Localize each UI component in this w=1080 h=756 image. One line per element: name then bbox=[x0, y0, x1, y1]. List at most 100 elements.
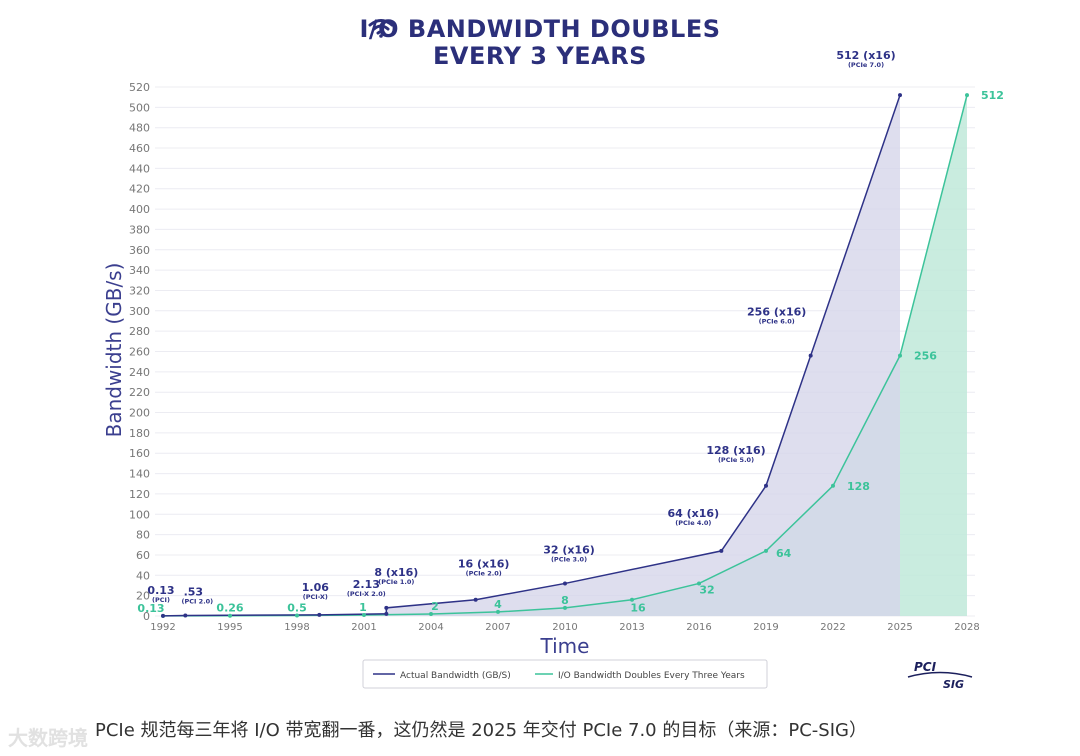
y-tick-label: 340 bbox=[129, 264, 150, 277]
doubling-data-label: 1 bbox=[359, 601, 367, 614]
doubling-data-label: 16 bbox=[630, 602, 646, 615]
x-tick-label: 1995 bbox=[217, 622, 242, 633]
actual-data-sublabel: (PCI-X) bbox=[303, 593, 328, 601]
actual-data-label: 8 (x16) bbox=[374, 566, 418, 579]
pci-sig-logo-swoosh bbox=[907, 671, 973, 678]
actual-point bbox=[384, 611, 389, 616]
x-tick-label: 2028 bbox=[954, 622, 979, 633]
y-axis-title: Bandwidth (GB/s) bbox=[102, 263, 126, 438]
actual-data-sublabel: (PCIe 2.0) bbox=[466, 570, 502, 578]
chart-title-line-2: EVERY 3 YEARS bbox=[433, 42, 647, 70]
y-tick-label: 40 bbox=[136, 569, 150, 582]
x-tick-label: 2013 bbox=[619, 622, 644, 633]
actual-area bbox=[163, 95, 900, 617]
doubling-data-label: 512 bbox=[981, 89, 1004, 102]
actual-data-label: 0.13 bbox=[147, 584, 174, 597]
doubling-point bbox=[898, 353, 902, 358]
y-tick-label: 300 bbox=[129, 305, 150, 318]
doubling-point bbox=[362, 612, 366, 617]
x-tick-label: 2004 bbox=[418, 622, 443, 633]
actual-point bbox=[317, 612, 322, 617]
y-tick-label: 60 bbox=[136, 549, 150, 562]
doubling-point bbox=[965, 93, 969, 98]
x-tick-label: 2007 bbox=[485, 622, 510, 633]
y-tick-label: 20 bbox=[136, 590, 150, 603]
plot-area: 0 20 40 60 80 100 120 140 160 180 200 220 240 260 280 3… bbox=[102, 49, 1004, 691]
x-tick-label: 2019 bbox=[753, 622, 778, 633]
actual-point bbox=[719, 548, 724, 553]
bandwidth-chart: I/O BANDWIDTH DOUBLES EVERY 3 YEARS 0 20 4… bbox=[102, 15, 1004, 691]
wifi-icon bbox=[368, 19, 394, 38]
doubling-point bbox=[228, 613, 232, 618]
doubling-data-label: 128 bbox=[847, 480, 870, 493]
actual-data-sublabel: (PCIe 5.0) bbox=[718, 456, 754, 464]
doubling-data-label: 32 bbox=[699, 583, 714, 596]
doubling-data-label: 0.13 bbox=[137, 602, 164, 615]
doubling-data-label: 64 bbox=[776, 547, 792, 560]
y-tick-label: 380 bbox=[129, 223, 150, 236]
actual-data-sublabel: (PCIe 3.0) bbox=[551, 555, 587, 563]
doubling-data-label: 2 bbox=[431, 600, 439, 613]
doubling-point bbox=[764, 548, 768, 553]
doubling-point bbox=[429, 611, 433, 616]
figure-caption: PCIe 规范每三年将 I/O 带宽翻一番，这仍然是 2025 年交付 PCIe… bbox=[95, 720, 867, 741]
y-tick-label: 180 bbox=[129, 427, 150, 440]
actual-data-sublabel: (PCIe 7.0) bbox=[848, 61, 884, 69]
y-tick-label: 260 bbox=[129, 346, 150, 359]
actual-data-label: 2.13 bbox=[353, 578, 380, 591]
y-tick-label: 240 bbox=[129, 366, 150, 379]
actual-data-label: 256 (x16) bbox=[747, 306, 806, 319]
y-tick-label: 320 bbox=[129, 284, 150, 297]
x-tick-label: 2016 bbox=[686, 622, 711, 633]
actual-data-label: .53 bbox=[184, 585, 204, 598]
actual-data-label: 32 (x16) bbox=[543, 543, 595, 556]
actual-point bbox=[563, 581, 567, 586]
actual-data-sublabel: (PCIe 4.0) bbox=[675, 519, 711, 527]
actual-data-sublabel: (PCI 2.0) bbox=[181, 597, 213, 605]
y-tick-label: 480 bbox=[129, 122, 150, 135]
x-tick-label: 2022 bbox=[820, 622, 845, 633]
doubling-data-label: 0.5 bbox=[287, 601, 307, 614]
doubling-data-label: 8 bbox=[561, 594, 569, 607]
doubling-point bbox=[496, 609, 500, 614]
doubling-data-label: 4 bbox=[494, 598, 502, 611]
doubling-point bbox=[697, 581, 701, 586]
y-tick-label: 0 bbox=[143, 610, 150, 623]
actual-point bbox=[764, 483, 768, 488]
pci-sig-logo-bottom: SIG bbox=[943, 678, 964, 691]
y-tick-label: 200 bbox=[129, 407, 150, 420]
doubling-point bbox=[630, 597, 634, 602]
doubling-point bbox=[563, 605, 567, 610]
legend-actual-label: Actual Bandwidth (GB/S) bbox=[400, 671, 511, 681]
pci-sig-logo-top: PCI bbox=[914, 660, 937, 674]
actual-data-label: 128 (x16) bbox=[706, 444, 765, 457]
actual-data-sublabel: (PCI) bbox=[152, 596, 170, 604]
legend-doubling-label: I/O Bandwidth Doubles Every Three Years bbox=[558, 671, 745, 681]
chart-title-line-1: I/O BANDWIDTH DOUBLES bbox=[359, 15, 721, 43]
x-axis-title: Time bbox=[540, 634, 590, 658]
y-tick-label: 400 bbox=[129, 203, 150, 216]
y-tick-label: 80 bbox=[136, 529, 150, 542]
y-tick-label: 440 bbox=[129, 162, 150, 175]
y-tick-label: 120 bbox=[129, 488, 150, 501]
y-tick-label: 100 bbox=[129, 508, 150, 521]
y-tick-label: 360 bbox=[129, 244, 150, 257]
actual-data-sublabel: (PCIe 1.0) bbox=[378, 578, 414, 586]
doubling-point bbox=[295, 613, 299, 618]
doubling-point bbox=[831, 483, 835, 488]
actual-data-label: 1.06 bbox=[302, 581, 329, 594]
y-tick-label: 160 bbox=[129, 447, 150, 460]
actual-point bbox=[161, 613, 165, 618]
watermark: 大数跨境 bbox=[8, 726, 88, 750]
x-tick-label: 1992 bbox=[150, 622, 175, 633]
actual-point bbox=[183, 613, 188, 618]
y-tick-label: 520 bbox=[129, 81, 150, 94]
actual-data-label: 512 (x16) bbox=[836, 49, 895, 62]
y-tick-label: 420 bbox=[129, 183, 150, 196]
actual-data-label: 64 (x16) bbox=[668, 507, 720, 520]
x-tick-label: 1998 bbox=[284, 622, 309, 633]
actual-point bbox=[473, 597, 478, 602]
actual-point bbox=[808, 353, 813, 358]
legend-box bbox=[362, 659, 768, 689]
x-tick-label: 2025 bbox=[887, 622, 912, 633]
